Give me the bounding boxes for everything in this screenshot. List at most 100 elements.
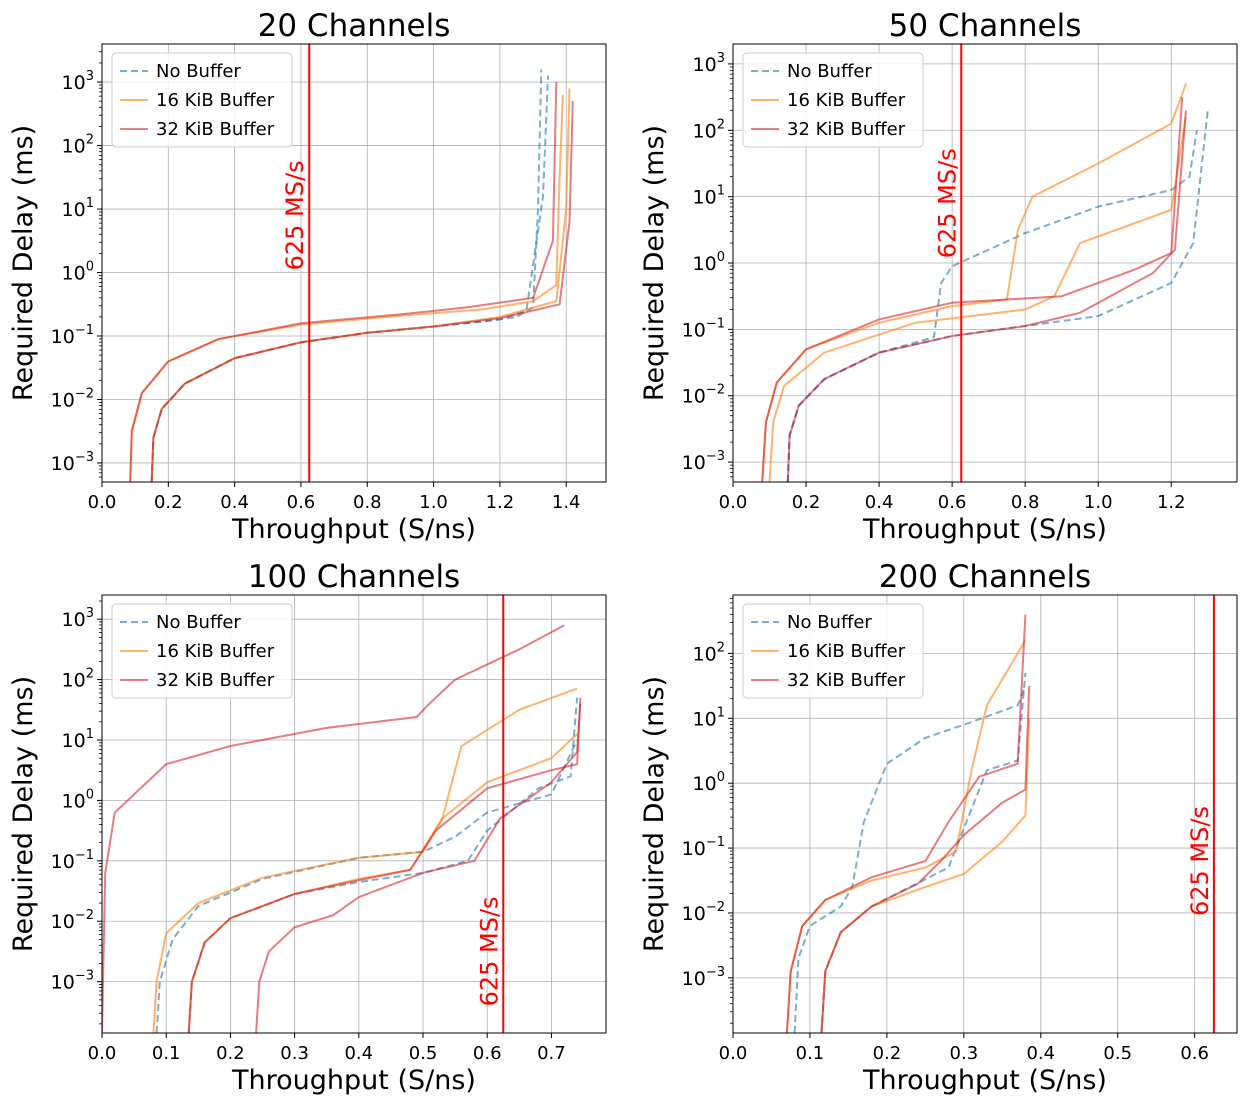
y-tick-label: 10−3 [682, 449, 725, 474]
series-line-no-buffer [187, 697, 579, 1033]
legend: No Buffer 16 KiB Buffer 32 KiB Buffer [111, 603, 293, 699]
series-line-16-kib-buffer [152, 687, 578, 1033]
chart-title: 100 Channels [248, 559, 460, 595]
marker-label: 625 MS/s [281, 160, 309, 270]
y-axis-label: Required Delay (ms) [639, 125, 670, 401]
series-group [785, 614, 1031, 1033]
y-tick-label: 102 [693, 640, 725, 665]
x-tick-label: 0.0 [719, 492, 748, 513]
y-axis-label: Required Delay (ms) [8, 676, 39, 952]
x-axis-label: Throughput (S/ns) [231, 1065, 476, 1096]
series-line-32-kib-buffer [102, 624, 565, 1033]
y-tick-label: 10−3 [51, 450, 94, 475]
legend: No Buffer 16 KiB Buffer 32 KiB Buffer [742, 52, 924, 148]
series-line-16-kib-buffer [768, 116, 1187, 482]
x-tick-label: 0.5 [1103, 1043, 1132, 1064]
x-tick-label: 0.2 [792, 492, 821, 513]
legend-entry-label: 32 KiB Buffer [787, 119, 906, 140]
y-tick-label: 10−2 [51, 908, 94, 933]
x-tick-label: 0.3 [950, 1043, 979, 1064]
legend-entry-label: 16 KiB Buffer [787, 90, 906, 111]
legend-entry-label: 32 KiB Buffer [787, 670, 906, 691]
series-line-32-kib-buffer [785, 614, 1027, 1033]
series-line-16-kib-buffer [129, 94, 564, 482]
x-tick-label: 0.0 [719, 1043, 748, 1064]
legend-entry-label: No Buffer [156, 61, 241, 82]
panel-20-channels: 625 MS/s 0.0 0.2 0.4 0.6 0.8 1.0 1.2 1.4 10−3 10−2… [8, 8, 607, 545]
series-line-32-kib-buffer [129, 82, 558, 482]
series-line-no-buffer [793, 685, 1027, 1033]
x-tick-label: 1.0 [419, 492, 448, 513]
y-tick-label: 100 [693, 770, 725, 795]
y-tick-label: 10−2 [51, 386, 94, 411]
y-tick-label: 103 [693, 51, 725, 76]
x-tick-label: 0.6 [287, 492, 316, 513]
series-line-no-buffer [155, 739, 579, 1033]
legend-box [742, 52, 924, 148]
series-line-32-kib-buffer [761, 97, 1184, 482]
x-tick-label: 0.2 [873, 1043, 902, 1064]
legend-entry-label: 16 KiB Buffer [156, 641, 275, 662]
chart-title: 50 Channels [889, 8, 1082, 44]
x-tick-label: 0.6 [938, 492, 967, 513]
y-axis-label: Required Delay (ms) [8, 125, 39, 401]
y-tick-label: 103 [62, 69, 94, 94]
y-tick-label: 10−1 [682, 316, 725, 341]
y-tick-label: 101 [693, 184, 725, 209]
series-line-no-buffer [786, 110, 1209, 482]
y-tick-label: 100 [62, 260, 94, 285]
legend-entry-label: No Buffer [787, 612, 872, 633]
x-tick-label: 0.6 [473, 1043, 502, 1064]
y-tick-label: 102 [62, 133, 94, 158]
y-axis-label: Required Delay (ms) [639, 676, 670, 952]
y-tick-label: 10−1 [682, 835, 725, 860]
axes-frame [101, 43, 607, 483]
x-tick-label: 1.2 [1157, 492, 1186, 513]
series-line-32-kib-buffer [255, 703, 582, 1033]
chart-title: 200 Channels [879, 559, 1091, 595]
x-tick-label: 0.6 [1180, 1043, 1209, 1064]
x-tick-label: 0.1 [152, 1043, 181, 1064]
y-tick-label: 102 [62, 667, 94, 692]
legend-box [742, 603, 924, 699]
series-group [129, 69, 574, 482]
series-group [761, 83, 1209, 482]
y-tick-label: 10−2 [682, 900, 725, 925]
x-tick-label: 1.0 [1084, 492, 1113, 513]
legend-entry-label: 32 KiB Buffer [156, 670, 275, 691]
x-axis-label: Throughput (S/ns) [231, 514, 476, 545]
y-tick-label: 102 [693, 117, 725, 142]
marker-label: 625 MS/s [475, 896, 503, 1006]
y-tick-label: 101 [62, 196, 94, 221]
series-line-32-kib-buffer [187, 697, 582, 1033]
series-line-32-kib-buffer [820, 685, 1031, 1033]
panel-50-channels: 625 MS/s 0.0 0.2 0.4 0.6 0.8 1.0 1.2 10−3 10−2 10−… [639, 8, 1238, 545]
x-tick-label: 1.2 [486, 492, 515, 513]
x-tick-label: 0.2 [216, 1043, 245, 1064]
panel-100-channels: 625 MS/s 0.0 0.1 0.2 0.3 0.4 0.5 0.6 0.7 10−3 10−2… [8, 559, 607, 1096]
legend: No Buffer 16 KiB Buffer 32 KiB Buffer [111, 52, 293, 148]
x-tick-label: 0.3 [280, 1043, 309, 1064]
y-tick-label: 103 [62, 606, 94, 631]
y-tick-label: 101 [62, 727, 94, 752]
x-tick-label: 0.1 [796, 1043, 825, 1064]
x-tick-label: 0.7 [537, 1043, 566, 1064]
marker-label: 625 MS/s [933, 148, 961, 258]
y-tick-label: 101 [693, 705, 725, 730]
legend-entry-label: 32 KiB Buffer [156, 119, 275, 140]
x-tick-label: 1.4 [552, 492, 581, 513]
x-tick-label: 0.2 [154, 492, 183, 513]
x-tick-label: 0.4 [865, 492, 894, 513]
y-tick-label: 10−2 [682, 383, 725, 408]
legend-entry-label: 16 KiB Buffer [156, 90, 275, 111]
x-tick-label: 0.8 [1011, 492, 1040, 513]
legend-box [111, 603, 293, 699]
legend: No Buffer 16 KiB Buffer 32 KiB Buffer [742, 603, 924, 699]
y-tick-label: 10−3 [51, 969, 94, 994]
chart-title: 20 Channels [258, 8, 451, 44]
x-tick-label: 0.0 [88, 1043, 117, 1064]
y-tick-label: 10−1 [51, 848, 94, 873]
y-tick-label: 100 [62, 787, 94, 812]
series-line-16-kib-buffer [785, 639, 1027, 1033]
